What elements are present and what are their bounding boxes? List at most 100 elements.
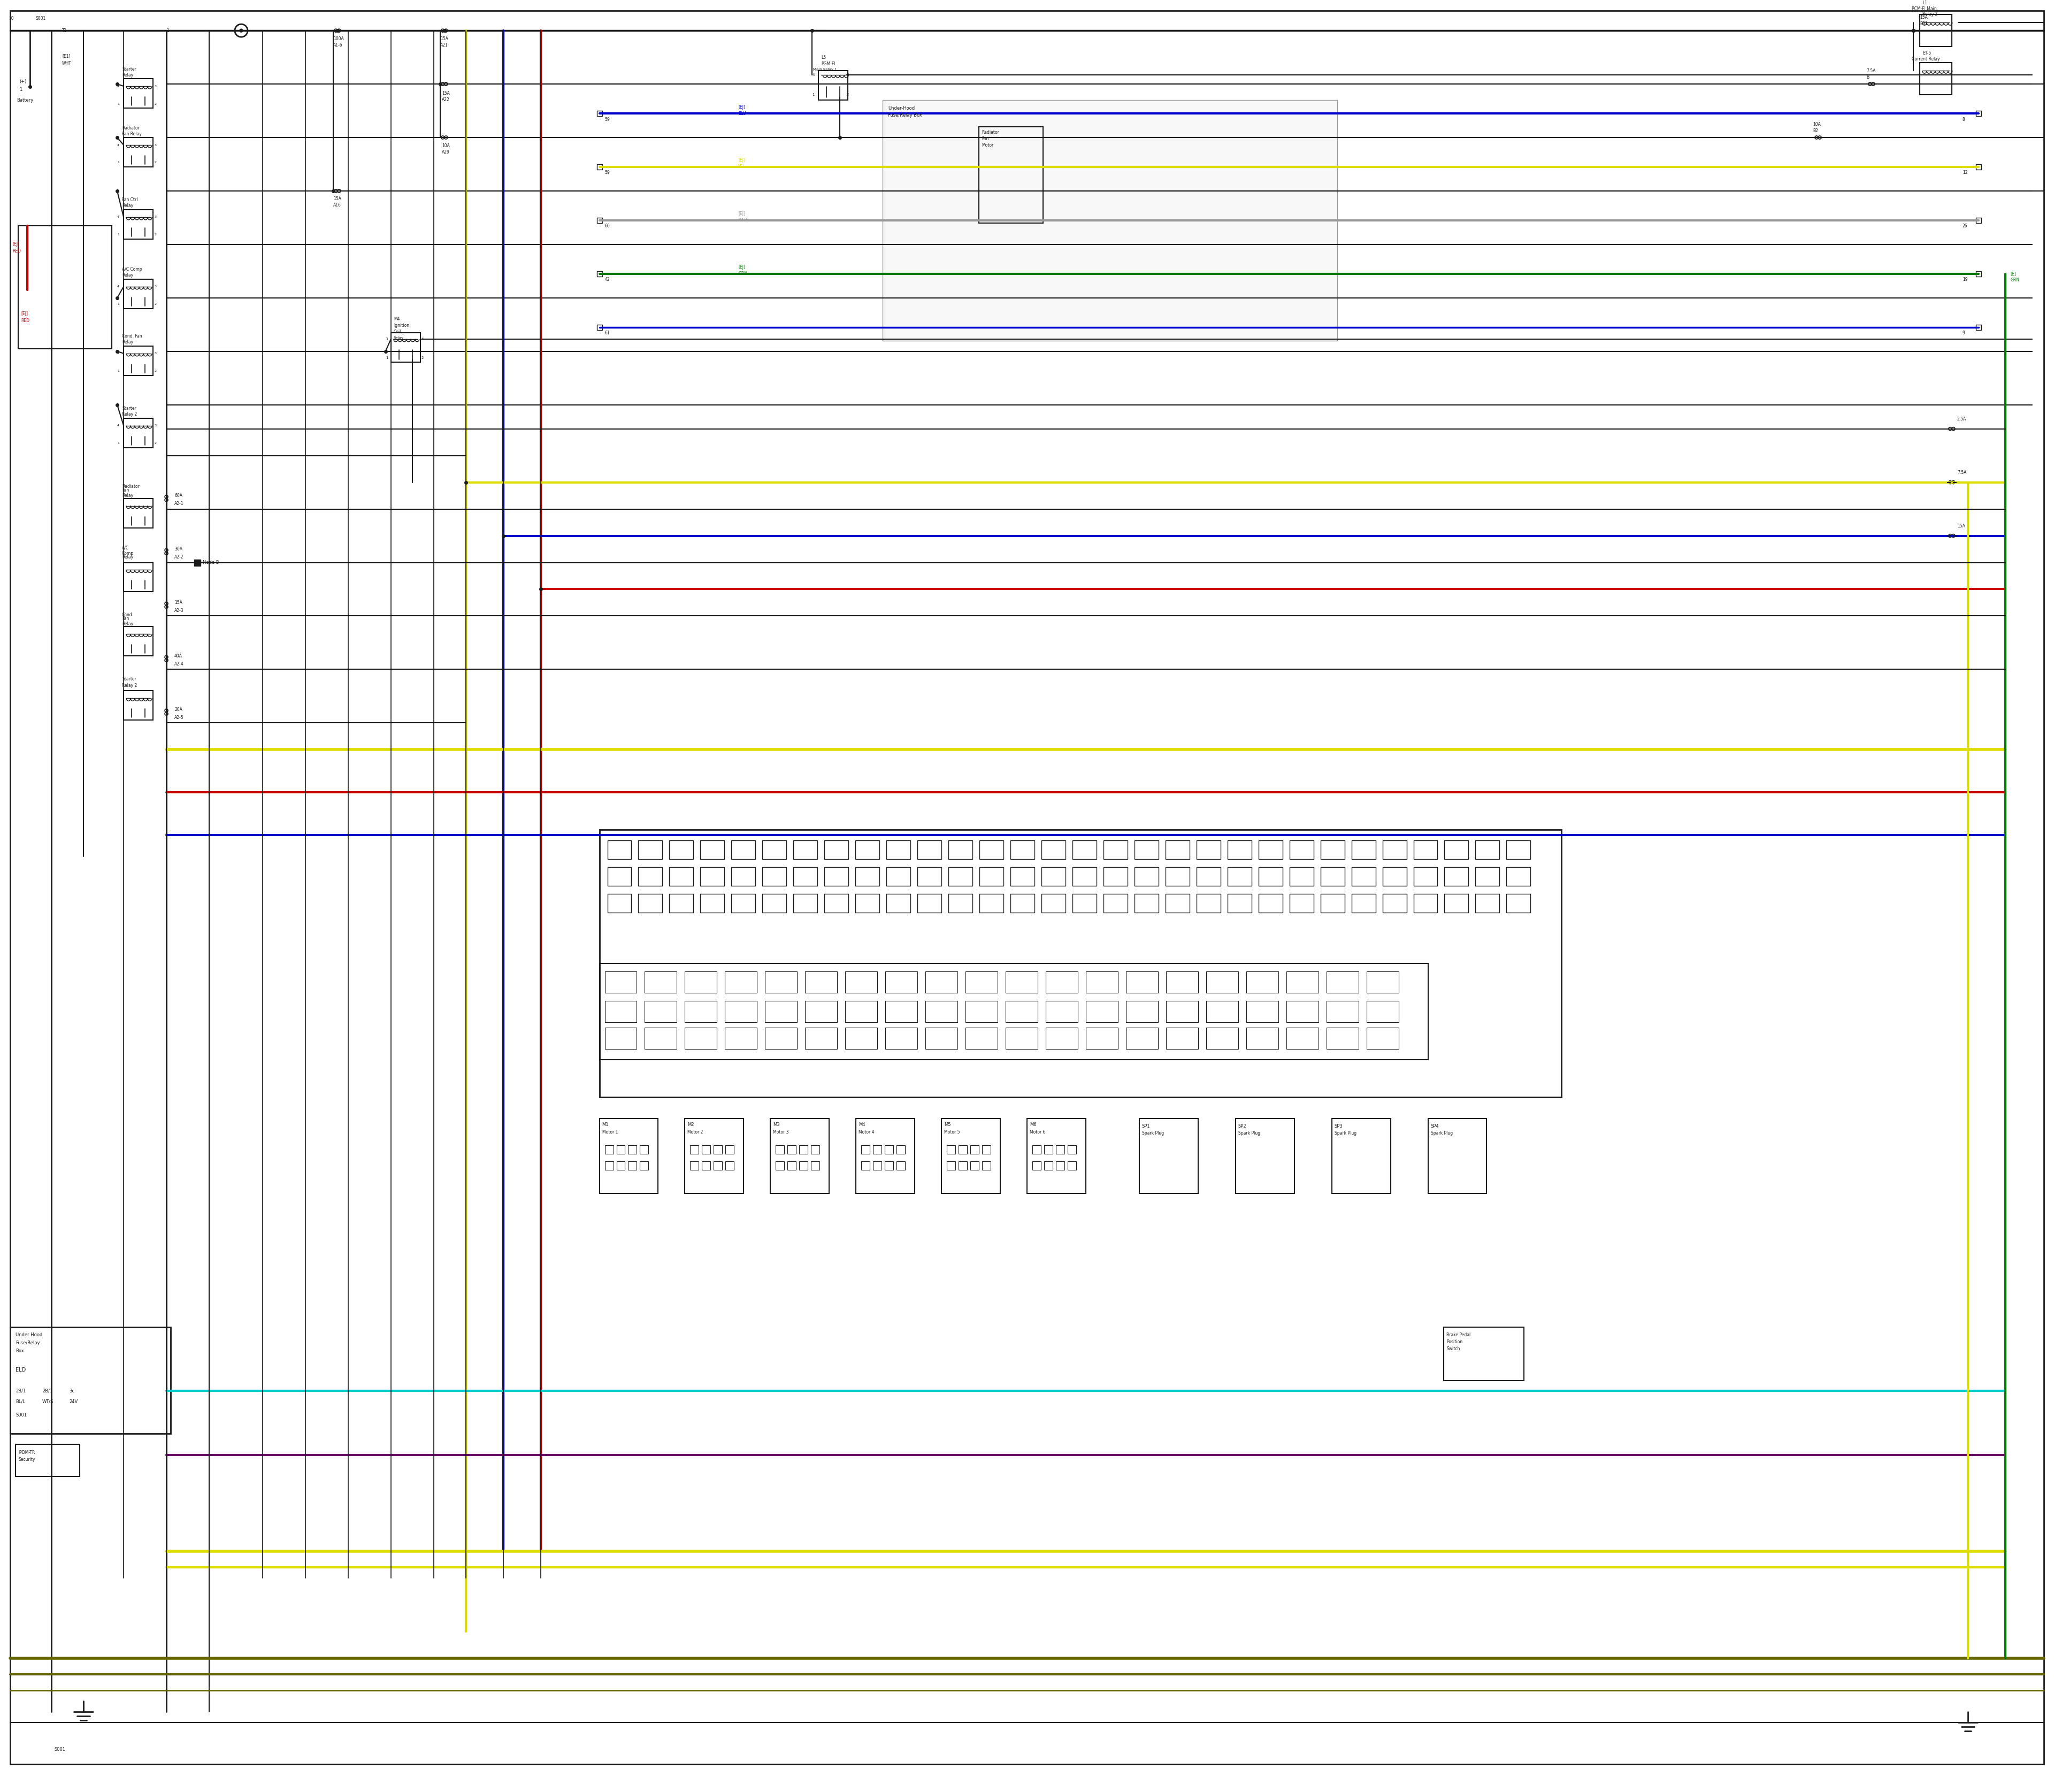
Bar	[764, 971, 797, 993]
Bar	[1228, 840, 1251, 858]
Text: Coil: Coil	[394, 330, 401, 335]
Text: RED: RED	[21, 319, 29, 323]
Text: Fan: Fan	[982, 136, 988, 142]
Text: Motor 5: Motor 5	[945, 1131, 959, 1134]
Bar	[598, 324, 602, 330]
Bar	[1206, 971, 1239, 993]
Text: 1: 1	[117, 233, 119, 237]
Text: A2-5: A2-5	[175, 715, 183, 720]
Bar	[16, 1444, 80, 1477]
Bar	[598, 271, 602, 276]
Bar	[1382, 867, 1407, 885]
Text: 61: 61	[604, 332, 610, 335]
Bar	[1068, 1145, 1076, 1154]
Text: 2: 2	[154, 303, 156, 306]
Text: 4: 4	[117, 143, 119, 147]
Text: 60: 60	[604, 224, 610, 229]
Bar	[731, 894, 756, 912]
Bar	[846, 971, 877, 993]
Bar	[725, 1000, 758, 1021]
Text: Motor 6: Motor 6	[1029, 1131, 1045, 1134]
Text: SP2: SP2	[1239, 1124, 1247, 1129]
Bar	[604, 1161, 614, 1170]
Text: 15A: 15A	[1920, 14, 1927, 20]
Bar	[762, 867, 787, 885]
Text: BLU: BLU	[737, 111, 746, 116]
Bar	[1234, 1118, 1294, 1193]
Bar	[1126, 971, 1158, 993]
Bar	[1043, 1145, 1052, 1154]
Text: Starter: Starter	[121, 66, 136, 72]
Bar	[702, 1145, 711, 1154]
Text: Starter: Starter	[121, 407, 136, 410]
Bar	[1475, 840, 1499, 858]
Bar	[608, 867, 631, 885]
Text: 12: 12	[1962, 170, 1968, 176]
Text: Fuse/Relay Box: Fuse/Relay Box	[887, 113, 922, 118]
Bar	[670, 894, 694, 912]
Bar	[1290, 867, 1313, 885]
Text: Relay 2: Relay 2	[1923, 11, 1937, 16]
Bar	[1041, 840, 1066, 858]
Text: 3: 3	[154, 351, 156, 355]
Bar	[980, 127, 1043, 222]
Bar	[1072, 894, 1097, 912]
Text: YEL: YEL	[737, 165, 746, 168]
Bar	[861, 1161, 869, 1170]
Text: 4: 4	[117, 425, 119, 426]
Bar	[1286, 1000, 1319, 1021]
Bar	[873, 1161, 881, 1170]
Bar	[1352, 840, 1376, 858]
Bar	[1072, 867, 1097, 885]
Text: 4: 4	[421, 337, 423, 340]
Bar	[1413, 894, 1438, 912]
Bar	[1134, 867, 1158, 885]
Bar	[1475, 867, 1499, 885]
Bar	[1413, 840, 1438, 858]
Bar	[949, 867, 972, 885]
Bar	[598, 217, 602, 222]
Bar	[639, 867, 663, 885]
Text: S001: S001	[53, 1747, 66, 1751]
Text: 2B/1: 2B/1	[16, 1389, 27, 1394]
Text: Main Relay 1: Main Relay 1	[813, 68, 838, 72]
Text: 1: 1	[117, 102, 119, 106]
Text: Position: Position	[1446, 1339, 1462, 1344]
Bar	[861, 1145, 869, 1154]
Bar	[1045, 1027, 1078, 1048]
Text: 4: 4	[117, 285, 119, 289]
Bar	[123, 690, 152, 720]
Bar	[684, 1118, 744, 1193]
Bar	[947, 1161, 955, 1170]
Text: Fuse/Relay: Fuse/Relay	[16, 1340, 39, 1346]
Text: 4: 4	[117, 215, 119, 219]
Bar	[1195, 840, 1220, 858]
Text: M6: M6	[1029, 1122, 1037, 1127]
Bar	[1382, 894, 1407, 912]
Bar	[776, 1145, 785, 1154]
Text: Relay 2: Relay 2	[121, 683, 138, 688]
Bar	[1011, 894, 1035, 912]
Text: [EJ]: [EJ]	[737, 158, 746, 163]
Text: 3: 3	[846, 73, 848, 77]
Bar	[941, 1118, 1000, 1193]
Bar	[1920, 14, 1951, 47]
Bar	[1327, 1027, 1358, 1048]
Bar	[846, 1027, 877, 1048]
Text: 7.5A: 7.5A	[1867, 68, 1875, 73]
Text: A16: A16	[333, 202, 341, 208]
Text: 40A: 40A	[175, 654, 183, 658]
Bar	[965, 971, 998, 993]
Bar	[926, 971, 957, 993]
Bar	[731, 840, 756, 858]
Bar	[1167, 971, 1197, 993]
Bar	[1041, 894, 1066, 912]
Text: 15A: 15A	[333, 197, 341, 201]
Bar	[959, 1145, 967, 1154]
Text: Cond. Fan: Cond. Fan	[121, 333, 142, 339]
Bar	[1259, 840, 1282, 858]
Text: SP4: SP4	[1430, 1124, 1440, 1129]
Bar	[604, 1000, 637, 1021]
Bar	[1920, 63, 1951, 95]
Text: Motor 3: Motor 3	[772, 1131, 789, 1134]
